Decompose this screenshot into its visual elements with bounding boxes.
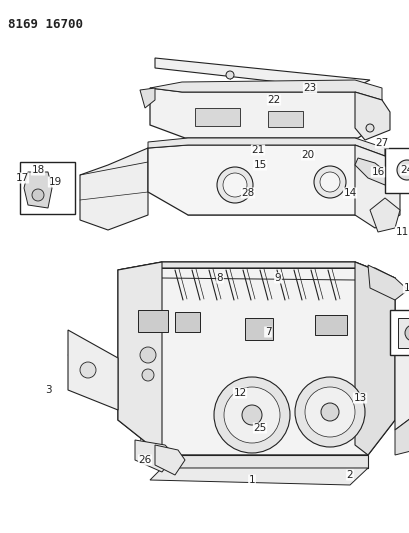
Text: 23: 23: [303, 83, 316, 93]
Polygon shape: [397, 318, 409, 348]
Polygon shape: [354, 92, 389, 140]
Polygon shape: [139, 88, 155, 108]
Polygon shape: [24, 172, 52, 208]
Circle shape: [225, 71, 234, 79]
Circle shape: [139, 347, 155, 363]
Polygon shape: [394, 345, 409, 430]
Text: 16: 16: [371, 167, 384, 177]
Circle shape: [241, 405, 261, 425]
Polygon shape: [155, 58, 369, 90]
Polygon shape: [150, 468, 367, 485]
Polygon shape: [155, 445, 184, 475]
Polygon shape: [148, 145, 384, 215]
Circle shape: [142, 369, 154, 381]
Polygon shape: [367, 265, 407, 300]
Circle shape: [222, 173, 246, 197]
Polygon shape: [150, 80, 381, 100]
Circle shape: [313, 166, 345, 198]
Text: 17: 17: [16, 173, 29, 183]
Circle shape: [365, 124, 373, 132]
Text: 2: 2: [346, 470, 353, 480]
Circle shape: [294, 377, 364, 447]
Bar: [20, 162, 75, 214]
Circle shape: [396, 160, 409, 180]
Polygon shape: [162, 455, 367, 468]
Text: 14: 14: [343, 188, 356, 198]
Bar: [195, 108, 239, 126]
Polygon shape: [354, 262, 394, 455]
Circle shape: [404, 325, 409, 341]
Text: 12: 12: [233, 388, 246, 398]
Circle shape: [304, 387, 354, 437]
Polygon shape: [135, 440, 175, 472]
Polygon shape: [150, 88, 381, 138]
Bar: [267, 111, 302, 127]
Text: 3: 3: [45, 385, 51, 395]
Text: 1: 1: [248, 475, 255, 485]
Polygon shape: [354, 158, 389, 185]
Circle shape: [32, 189, 44, 201]
Text: 21: 21: [251, 145, 264, 155]
Polygon shape: [148, 138, 384, 156]
Bar: [389, 310, 409, 355]
Text: 10: 10: [402, 283, 409, 293]
Text: 18: 18: [31, 165, 45, 175]
Bar: [175, 312, 200, 332]
Circle shape: [320, 403, 338, 421]
Bar: [314, 315, 346, 335]
Polygon shape: [118, 262, 162, 455]
Circle shape: [223, 387, 279, 443]
Text: 27: 27: [375, 138, 388, 148]
Text: 13: 13: [353, 393, 366, 403]
Text: 25: 25: [253, 423, 266, 433]
Circle shape: [80, 362, 96, 378]
Polygon shape: [80, 148, 148, 230]
Text: 11: 11: [394, 227, 408, 237]
Text: 20: 20: [301, 150, 314, 160]
Text: 26: 26: [138, 455, 151, 465]
Circle shape: [216, 167, 252, 203]
Polygon shape: [118, 262, 394, 455]
Bar: [245, 318, 272, 340]
Polygon shape: [369, 198, 399, 232]
Text: 22: 22: [267, 95, 280, 105]
Text: 9: 9: [274, 273, 281, 283]
Polygon shape: [118, 262, 394, 278]
Polygon shape: [394, 415, 409, 455]
Bar: [138, 310, 168, 332]
Circle shape: [213, 377, 289, 453]
Text: 19: 19: [48, 177, 61, 187]
Polygon shape: [354, 145, 399, 228]
Text: 24: 24: [400, 165, 409, 175]
Circle shape: [319, 172, 339, 192]
Text: 8: 8: [216, 273, 223, 283]
Text: 8169 16700: 8169 16700: [8, 18, 83, 31]
Bar: [384, 148, 409, 193]
Text: 7: 7: [264, 327, 271, 337]
Text: 28: 28: [241, 188, 254, 198]
Text: 15: 15: [253, 160, 266, 170]
Polygon shape: [68, 330, 118, 410]
